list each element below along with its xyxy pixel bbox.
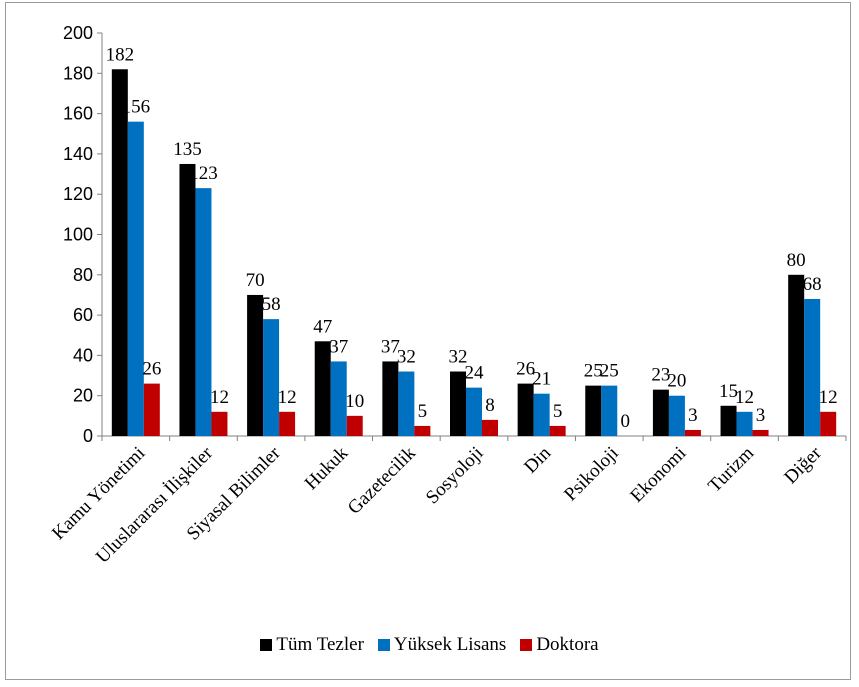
- data-label-tum-tezler-gazetecilik: 37: [381, 336, 400, 357]
- legend-label-tum-tezler: Tüm Tezler: [276, 634, 364, 655]
- bar-doktora-turizm: [752, 429, 769, 436]
- data-label-yuksek-lisans-hukuk: 37: [329, 336, 348, 357]
- data-label-doktora-gazetecilik: 5: [418, 401, 428, 422]
- bar-doktora-kamu-yonetimi: [143, 383, 160, 436]
- legend-label-yuksek-lisans: Yüksek Lisans: [393, 634, 507, 655]
- data-label-doktora-uluslararasi-iliskiler: 12: [210, 387, 229, 408]
- bar-yuksek-lisans-diger: [804, 298, 821, 436]
- data-label-tum-tezler-hukuk: 47: [313, 316, 332, 337]
- bar-tum-tezler-uluslararasi-iliskiler: [179, 163, 196, 436]
- bar-doktora-siyasal-bilimler: [279, 411, 296, 436]
- bar-yuksek-lisans-ekonomi: [668, 395, 685, 436]
- data-label-doktora-turizm: 3: [756, 405, 766, 426]
- y-tick-label: 80: [73, 265, 93, 285]
- bar-tum-tezler-kamu-yonetimi: [111, 69, 128, 437]
- x-tick-label-uluslararasi-iliskiler: Uluslararası İlişkiler: [92, 442, 217, 567]
- legend-swatch-yuksek-lisans: [377, 639, 390, 651]
- data-label-doktora-diger: 12: [819, 387, 838, 408]
- bar-doktora-gazetecilik: [414, 425, 431, 436]
- bar-yuksek-lisans-kamu-yonetimi: [127, 121, 144, 436]
- y-tick-label: 0: [83, 426, 93, 446]
- data-label-doktora-psikoloji: 0: [621, 411, 631, 432]
- y-tick-label: 120: [63, 184, 93, 204]
- x-tick-label-sosyoloji: Sosyoloji: [422, 443, 488, 509]
- data-label-doktora-hukuk: 10: [345, 391, 364, 412]
- data-label-yuksek-lisans-ekonomi: 20: [667, 371, 686, 392]
- bar-yuksek-lisans-sosyoloji: [466, 387, 482, 436]
- bar-tum-tezler-diger: [788, 274, 805, 436]
- data-label-yuksek-lisans-diger: 68: [803, 274, 822, 295]
- data-label-yuksek-lisans-din: 21: [532, 369, 551, 390]
- data-label-doktora-din: 5: [553, 401, 563, 422]
- data-label-yuksek-lisans-gazetecilik: 32: [397, 347, 416, 368]
- bar-tum-tezler-turizm: [720, 405, 737, 436]
- bar-chart: 02040608010012014016018020018215626Kamu …: [48, 23, 847, 568]
- bar-tum-tezler-sosyoloji: [450, 371, 466, 436]
- bar-tum-tezler-ekonomi: [652, 389, 669, 436]
- bar-tum-tezler-hukuk: [314, 341, 331, 436]
- bar-doktora-uluslararasi-iliskiler: [211, 411, 228, 436]
- data-label-tum-tezler-siyasal-bilimler: 70: [246, 270, 265, 291]
- data-label-doktora-kamu-yonetimi: 26: [142, 359, 161, 380]
- y-tick-label: 60: [73, 305, 93, 325]
- data-label-yuksek-lisans-psikoloji: 25: [600, 361, 619, 382]
- data-label-yuksek-lisans-turizm: 12: [735, 387, 754, 408]
- y-tick-label: 160: [63, 104, 93, 124]
- bar-doktora-din: [549, 425, 566, 436]
- data-label-doktora-ekonomi: 3: [688, 405, 698, 426]
- data-label-tum-tezler-turizm: 15: [719, 381, 738, 402]
- legend-item-doktora: Doktora: [520, 634, 599, 656]
- legend-item-yuksek-lisans: Yüksek Lisans: [377, 634, 507, 656]
- data-label-tum-tezler-ekonomi: 23: [651, 365, 670, 386]
- x-tick-label-gazetecilik: Gazetecilik: [344, 442, 420, 518]
- data-label-tum-tezler-psikoloji: 25: [584, 361, 603, 382]
- legend-item-tum-tezler: Tüm Tezler: [260, 634, 364, 656]
- bar-yuksek-lisans-uluslararasi-iliskiler: [195, 188, 212, 436]
- bar-doktora-ekonomi: [684, 429, 701, 436]
- legend-swatch-doktora: [520, 639, 533, 651]
- bar-yuksek-lisans-siyasal-bilimler: [263, 319, 280, 436]
- bar-doktora-hukuk: [346, 415, 363, 436]
- x-tick-label-turizm: Turizm: [704, 443, 758, 497]
- x-tick-label-ekonomi: Ekonomi: [626, 443, 690, 507]
- legend-label-doktora: Doktora: [536, 634, 599, 655]
- data-label-tum-tezler-sosyoloji: 32: [449, 347, 468, 368]
- bar-tum-tezler-psikoloji: [585, 385, 602, 436]
- y-tick-label: 200: [63, 23, 93, 43]
- bar-doktora-sosyoloji: [482, 419, 498, 436]
- bar-yuksek-lisans-hukuk: [330, 361, 347, 436]
- data-label-doktora-siyasal-bilimler: 12: [278, 387, 297, 408]
- bar-yuksek-lisans-psikoloji: [601, 385, 618, 436]
- data-label-tum-tezler-din: 26: [516, 359, 535, 380]
- x-tick-label-diger: Diğer: [780, 442, 826, 488]
- data-label-yuksek-lisans-siyasal-bilimler: 58: [262, 294, 281, 315]
- x-tick-label-psikoloji: Psikoloji: [560, 443, 623, 506]
- bar-tum-tezler-siyasal-bilimler: [247, 294, 264, 436]
- y-tick-label: 100: [63, 225, 93, 245]
- data-label-yuksek-lisans-sosyoloji: 24: [465, 363, 485, 384]
- y-tick-label: 40: [73, 345, 93, 365]
- data-label-tum-tezler-diger: 80: [787, 250, 806, 271]
- bar-doktora-diger: [820, 411, 837, 436]
- y-tick-label: 180: [63, 63, 93, 83]
- data-label-yuksek-lisans-kamu-yonetimi: 156: [122, 97, 151, 118]
- y-tick-label: 20: [73, 386, 93, 406]
- data-label-doktora-sosyoloji: 8: [485, 395, 495, 416]
- bar-tum-tezler-din: [517, 383, 534, 436]
- legend: Tüm Tezler Yüksek Lisans Doktora: [0, 634, 859, 656]
- bar-yuksek-lisans-din: [533, 393, 550, 436]
- bar-tum-tezler-gazetecilik: [382, 361, 399, 436]
- bar-yuksek-lisans-turizm: [736, 411, 753, 436]
- x-tick-label-hukuk: Hukuk: [301, 442, 353, 494]
- data-label-yuksek-lisans-uluslararasi-iliskiler: 123: [189, 163, 218, 184]
- bar-yuksek-lisans-gazetecilik: [398, 371, 415, 436]
- data-label-tum-tezler-uluslararasi-iliskiler: 135: [173, 139, 202, 160]
- chart-frame: [5, 2, 851, 680]
- x-tick-label-din: Din: [520, 442, 555, 477]
- y-tick-label: 140: [63, 144, 93, 164]
- data-label-tum-tezler-kamu-yonetimi: 182: [106, 44, 135, 65]
- legend-swatch-tum-tezler: [260, 639, 273, 651]
